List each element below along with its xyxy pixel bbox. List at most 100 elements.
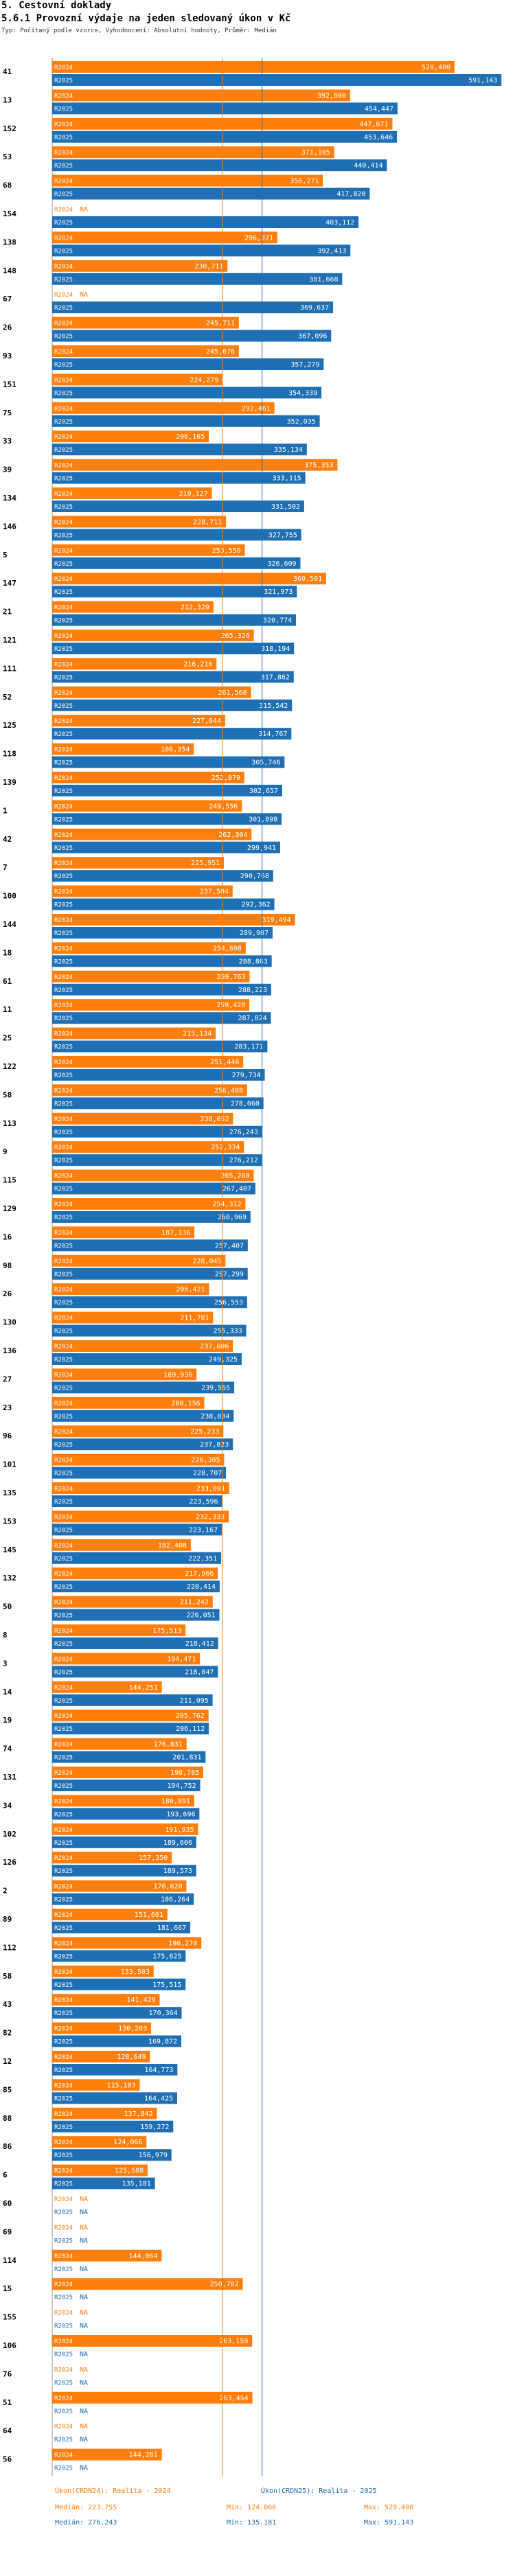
series-tag: R2024	[54, 1201, 73, 1208]
series-tag: R2025	[54, 1129, 73, 1136]
bar	[52, 330, 332, 342]
legend-max-2025: Max: 591.143	[364, 2519, 413, 2527]
bar	[52, 1880, 187, 1892]
bar	[52, 614, 296, 626]
category-label: 112	[3, 1943, 16, 1952]
series-tag: R2025	[54, 1982, 73, 1989]
bar	[52, 387, 322, 399]
bar	[52, 671, 294, 683]
bar	[52, 1567, 218, 1580]
na-label: NA	[80, 2366, 88, 2373]
value-label: 156,979	[139, 2152, 168, 2159]
category-label: 85	[3, 2085, 12, 2094]
series-tag: R2025	[54, 2209, 73, 2216]
series-tag: R2024	[54, 434, 73, 441]
category-label: 82	[3, 2029, 12, 2038]
value-label: 289,987	[240, 930, 268, 937]
bar	[52, 1182, 255, 1195]
value-label: 335,134	[274, 446, 303, 454]
series-tag: R2025	[54, 703, 73, 710]
value-label: 181,667	[157, 1924, 186, 1932]
section-title: 5. Cestovní doklady	[1, 0, 112, 11]
series-tag: R2024	[54, 1344, 73, 1350]
bar	[52, 1084, 247, 1096]
value-label: 267,407	[222, 1186, 251, 1193]
bar	[52, 1141, 244, 1153]
value-label: 175,515	[152, 1981, 181, 1989]
bar	[52, 2335, 253, 2347]
value-label: 206,112	[176, 1725, 205, 1733]
value-label: 211,781	[180, 1315, 209, 1322]
bar	[52, 1056, 244, 1068]
category-label: 148	[3, 266, 16, 275]
category-label: 23	[3, 1403, 12, 1412]
value-label: 186,354	[161, 746, 190, 754]
series-tag: R2024	[54, 2281, 73, 2288]
series-tag: R2024	[54, 2452, 73, 2459]
series-tag: R2024	[54, 1287, 73, 1293]
value-label: 164,425	[144, 2095, 173, 2102]
category-label: 145	[3, 1545, 16, 1554]
category-label: 101	[3, 1460, 16, 1469]
series-tag: R2024	[54, 1372, 73, 1379]
series-tag: R2024	[54, 377, 73, 384]
series-tag: R2025	[54, 2010, 73, 2017]
value-label: 249,325	[209, 1356, 238, 1364]
bar	[52, 914, 295, 925]
bar	[52, 1112, 233, 1125]
series-tag: R2024	[54, 1514, 73, 1521]
na-label: NA	[80, 2323, 88, 2330]
value-label: 327,755	[268, 531, 297, 539]
value-label: 141,429	[127, 1997, 156, 2004]
bar	[52, 828, 252, 840]
category-label: 8	[3, 1631, 8, 1640]
series-tag: R2025	[54, 1698, 73, 1705]
series-tag: R2024	[54, 1600, 73, 1607]
series-tag: R2024	[54, 65, 73, 71]
bar	[52, 2092, 177, 2104]
series-tag: R2025	[54, 1868, 73, 1875]
chart-subtitle: Typ: Počítaný podle vzorce, Vyhodnocení:…	[1, 27, 277, 34]
category-label: 138	[3, 238, 16, 246]
value-label: 206,105	[176, 433, 205, 441]
category-label: 155	[3, 2313, 16, 2322]
value-label: 352,035	[287, 418, 316, 426]
bar	[52, 2278, 243, 2290]
bar	[52, 459, 338, 471]
series-tag: R2024	[54, 2253, 73, 2260]
bar	[52, 1681, 162, 1693]
value-label: 305,746	[251, 759, 280, 767]
category-label: 122	[3, 1062, 16, 1071]
series-tag: R2024	[54, 1884, 73, 1891]
series-tag: R2024	[54, 1827, 73, 1834]
bar	[52, 1012, 271, 1024]
category-label: 76	[3, 2369, 12, 2378]
bar	[52, 1723, 209, 1735]
series-tag: R2025	[54, 1357, 73, 1364]
bar	[52, 1453, 225, 1466]
category-label: 64	[3, 2426, 12, 2435]
series-tag: R2025	[54, 2351, 73, 2358]
bar	[52, 1523, 222, 1536]
bar	[52, 2136, 147, 2148]
series-tag: R2024	[54, 93, 73, 100]
category-label: 89	[3, 1915, 12, 1924]
bar	[52, 927, 273, 939]
value-label: 194,471	[167, 1655, 196, 1663]
bar	[52, 1965, 154, 1977]
value-label: 215,134	[183, 1031, 211, 1038]
bar	[52, 1211, 251, 1223]
value-label: 260,969	[218, 1214, 247, 1221]
value-label: 217,966	[185, 1570, 214, 1578]
bar	[52, 159, 387, 172]
category-label: 106	[3, 2341, 16, 2350]
value-label: 196,270	[168, 1940, 197, 1947]
series-tag: R2025	[54, 902, 73, 909]
bar	[52, 1125, 262, 1138]
value-label: 317,862	[261, 674, 290, 681]
value-label: 220,051	[187, 1612, 216, 1620]
category-label: 146	[3, 522, 16, 531]
bar	[52, 74, 502, 86]
bar	[52, 1495, 222, 1507]
value-label: 265,326	[221, 632, 250, 640]
